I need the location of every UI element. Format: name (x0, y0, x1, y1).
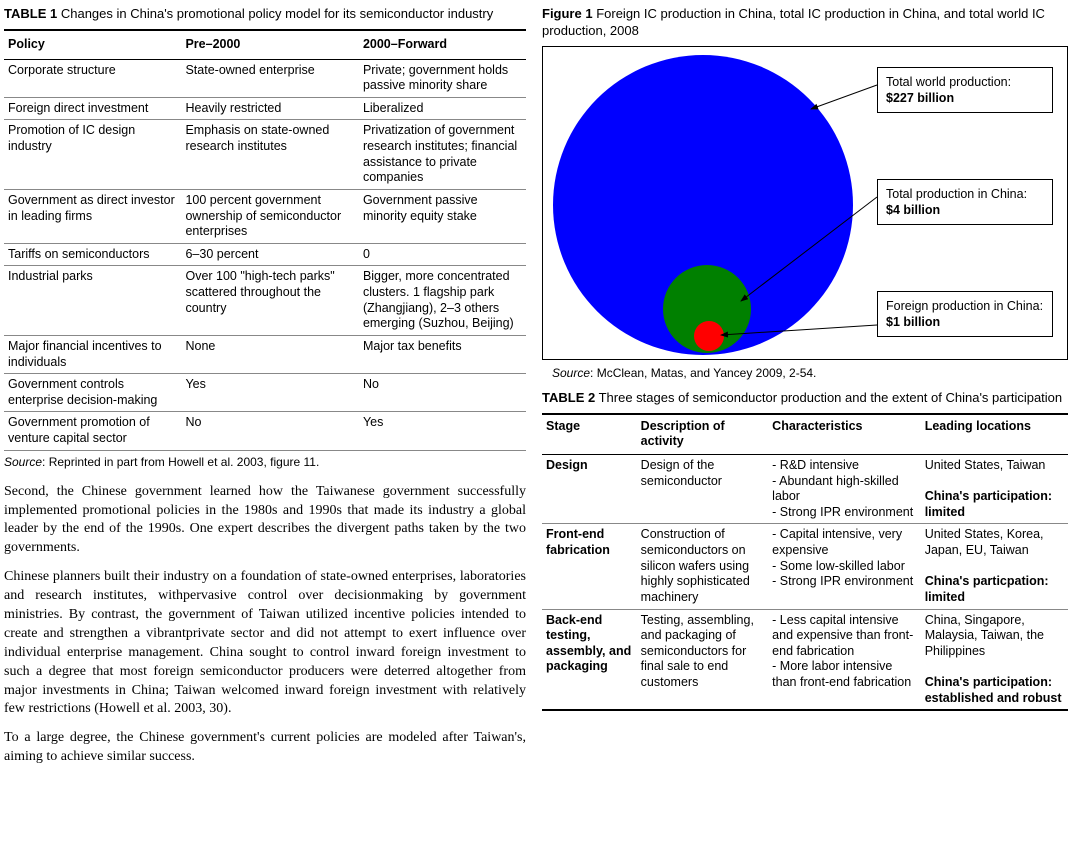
table2-desc: Design of the semiconductor (637, 454, 769, 524)
table1-cell: Bigger, more concentrated clusters. 1 fl… (359, 266, 526, 336)
body-text: Second, the Chinese government learned h… (4, 483, 526, 767)
table1-title-text: Changes in China's promotional policy mo… (61, 6, 493, 21)
table2-h1: Description of activity (637, 414, 769, 455)
table1-source-text: : Reprinted in part from Howell et al. 2… (42, 455, 319, 469)
table2-desc: Testing, assembling, and packaging of se… (637, 609, 769, 710)
table1-cell: Private; government holds passive minori… (359, 59, 526, 97)
table1-source: Source: Reprinted in part from Howell et… (4, 455, 526, 469)
table1-cell: Government passive minority equity stake (359, 189, 526, 243)
figure1-label-china: Total production in China:$4 billion (877, 179, 1053, 226)
table1-cell: Corporate structure (4, 59, 181, 97)
table1-cell: Liberalized (359, 97, 526, 120)
table1-cell: 0 (359, 243, 526, 266)
table1-cell: 6–30 percent (181, 243, 358, 266)
body-p2: To a large degree, the Chinese governmen… (4, 729, 526, 767)
table1-cell: Foreign direct investment (4, 97, 181, 120)
table1-cell: None (181, 335, 358, 373)
table1-title-label: TABLE 1 (4, 6, 57, 21)
table2: Stage Description of activity Characteri… (542, 413, 1068, 712)
table2-h0: Stage (542, 414, 637, 455)
table2-loc: United States, TaiwanChina's participati… (921, 454, 1068, 524)
table1-cell: Government promotion of venture capital … (4, 412, 181, 450)
table2-chars: - R&D intensive - Abundant high-skilled … (768, 454, 921, 524)
figure1-title: Figure 1 Foreign IC production in China,… (542, 6, 1068, 40)
figure1-arrow (811, 85, 877, 109)
table1-h1: Pre–2000 (181, 30, 358, 59)
table2-h3: Leading locations (921, 414, 1068, 455)
body-p1: Second, the Chinese government learned h… (4, 483, 526, 559)
figure1-title-label: Figure 1 (542, 6, 593, 21)
table1: Policy Pre–2000 2000–Forward Corporate s… (4, 29, 526, 451)
table2-stage: Back-end testing, assembly, and packagin… (542, 609, 637, 710)
figure1-label-foreign: Foreign production in China:$1 billion (877, 291, 1053, 338)
table1-cell: Promotion of IC design industry (4, 120, 181, 190)
figure1-circle-foreign (694, 321, 724, 351)
table1-cell: Heavily restricted (181, 97, 358, 120)
table2-stage: Design (542, 454, 637, 524)
table2-loc: China, Singapore, Malaysia, Taiwan, the … (921, 609, 1068, 710)
table1-cell: No (359, 374, 526, 412)
table1-cell: Tariffs on semiconductors (4, 243, 181, 266)
table2-stage: Front-end fabrication (542, 524, 637, 609)
table1-cell: Major tax benefits (359, 335, 526, 373)
figure1-label-world: Total world production:$227 billion (877, 67, 1053, 114)
table1-h0: Policy (4, 30, 181, 59)
table2-desc: Construction of semiconductors on silico… (637, 524, 769, 609)
table1-cell: State-owned enterprise (181, 59, 358, 97)
table1-cell: Government as direct investor in leading… (4, 189, 181, 243)
figure1-source-label: Source (552, 366, 590, 380)
table2-title-label: TABLE 2 (542, 390, 595, 405)
table1-h2: 2000–Forward (359, 30, 526, 59)
table1-source-label: Source (4, 455, 42, 469)
table2-loc: United States, Korea, Japan, EU, TaiwanC… (921, 524, 1068, 609)
table1-cell: Yes (181, 374, 358, 412)
table2-h2: Characteristics (768, 414, 921, 455)
table2-title: TABLE 2 Three stages of semiconductor pr… (542, 390, 1068, 407)
table1-cell: Privatization of government research ins… (359, 120, 526, 190)
table1-cell: Government controls enterprise decision-… (4, 374, 181, 412)
table1-cell: 100 percent government ownership of semi… (181, 189, 358, 243)
table2-chars: - Capital intensive, very expensive - So… (768, 524, 921, 609)
table1-cell: Major financial incentives to individual… (4, 335, 181, 373)
figure1-box: Total world production:$227 billion Total… (542, 46, 1068, 360)
table1-cell: Yes (359, 412, 526, 450)
body-quote: Chinese planners built their industry on… (4, 568, 526, 719)
table1-title: TABLE 1 Changes in China's promotional p… (4, 6, 526, 23)
figure1-title-text: Foreign IC production in China, total IC… (542, 6, 1045, 38)
table2-chars: - Less capital intensive and expensive t… (768, 609, 921, 710)
table1-cell: Industrial parks (4, 266, 181, 336)
figure1-source: Source: McClean, Matas, and Yancey 2009,… (552, 366, 1068, 380)
table1-cell: Emphasis on state-owned research institu… (181, 120, 358, 190)
table1-cell: Over 100 "high-tech parks" scattered thr… (181, 266, 358, 336)
figure1-source-text: : McClean, Matas, and Yancey 2009, 2-54. (590, 366, 816, 380)
table2-title-text: Three stages of semiconductor production… (599, 390, 1063, 405)
table1-cell: No (181, 412, 358, 450)
